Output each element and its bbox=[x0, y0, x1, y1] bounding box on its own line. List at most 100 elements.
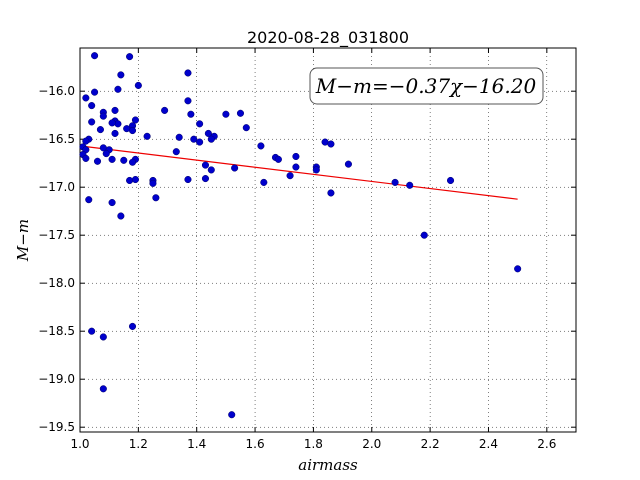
x-tick-label: 1.8 bbox=[304, 437, 323, 451]
data-point bbox=[82, 137, 90, 145]
data-point bbox=[312, 166, 320, 174]
plot-frame bbox=[79, 47, 577, 433]
data-point bbox=[207, 166, 215, 174]
y-tick-label: −16.5 bbox=[38, 132, 75, 146]
data-point bbox=[126, 53, 134, 61]
data-point bbox=[242, 124, 250, 132]
data-point bbox=[108, 119, 116, 127]
data-point bbox=[260, 178, 268, 186]
data-point bbox=[126, 176, 134, 185]
data-point bbox=[420, 231, 428, 239]
x-tick-label: 1.4 bbox=[187, 437, 206, 451]
data-point bbox=[187, 110, 195, 118]
data-point bbox=[131, 116, 139, 124]
data-point bbox=[161, 106, 169, 114]
y-tick-label: −17.5 bbox=[38, 228, 75, 242]
data-point bbox=[143, 132, 151, 140]
x-tick-label: 2.0 bbox=[362, 437, 381, 451]
data-point bbox=[134, 81, 142, 89]
data-point bbox=[292, 152, 300, 161]
data-point bbox=[446, 176, 455, 185]
data-point bbox=[114, 120, 122, 128]
annotation-text: M−m=−0.37χ−16.20 bbox=[315, 74, 537, 98]
data-point bbox=[117, 212, 125, 220]
data-point bbox=[286, 172, 294, 180]
y-tick-label: −18.0 bbox=[38, 276, 75, 290]
y-tick-label: −17.0 bbox=[38, 180, 75, 194]
data-point bbox=[102, 150, 110, 158]
x-tick-label: 2.4 bbox=[479, 437, 498, 451]
data-point bbox=[292, 163, 300, 171]
data-point bbox=[184, 69, 192, 77]
x-tick-label: 1.6 bbox=[246, 437, 265, 451]
data-point bbox=[117, 71, 125, 79]
data-point bbox=[514, 265, 522, 273]
data-point bbox=[236, 109, 245, 117]
data-point bbox=[128, 158, 137, 166]
data-point bbox=[91, 52, 99, 60]
data-point bbox=[201, 175, 210, 183]
fit-annotation: M−m=−0.37χ−16.20 bbox=[309, 67, 544, 105]
x-tick-label: 2.6 bbox=[537, 437, 556, 451]
fit-line bbox=[85, 146, 518, 200]
data-point bbox=[231, 164, 239, 172]
y-tick-label: −19.5 bbox=[38, 420, 75, 434]
chart-title: 2020-08-28_031800 bbox=[247, 28, 409, 48]
data-point bbox=[82, 94, 90, 102]
data-point bbox=[114, 85, 122, 93]
data-point bbox=[128, 322, 137, 330]
y-tick-label: −16.0 bbox=[38, 84, 75, 98]
data-point bbox=[99, 333, 107, 341]
data-points bbox=[79, 52, 522, 419]
data-point bbox=[131, 175, 139, 184]
data-point bbox=[175, 133, 183, 141]
data-point bbox=[274, 155, 282, 163]
data-point bbox=[93, 157, 102, 165]
data-point bbox=[111, 106, 119, 114]
data-point bbox=[149, 179, 157, 187]
data-point bbox=[88, 102, 96, 110]
data-point bbox=[196, 138, 204, 146]
data-point bbox=[91, 88, 99, 96]
data-point bbox=[327, 140, 335, 148]
data-point bbox=[406, 181, 414, 189]
data-point bbox=[327, 189, 335, 197]
data-point bbox=[196, 120, 204, 128]
data-point bbox=[99, 385, 107, 393]
x-tick-label: 2.2 bbox=[421, 437, 440, 451]
data-point bbox=[152, 194, 160, 202]
x-tick-label: 1.2 bbox=[129, 437, 148, 451]
data-point bbox=[96, 126, 104, 134]
grid bbox=[79, 48, 576, 432]
annotation-box bbox=[309, 67, 544, 105]
data-point bbox=[99, 112, 107, 120]
axis-ticks: 1.0 1.2 1.4 1.6 1.8 2.0 2.2 2.4 2.6 −16.0 −16.5 −17… bbox=[38, 48, 576, 451]
data-point bbox=[201, 161, 210, 169]
data-point bbox=[184, 175, 192, 184]
data-point bbox=[172, 148, 180, 156]
data-point bbox=[85, 196, 93, 204]
data-point bbox=[108, 155, 116, 163]
data-point bbox=[228, 411, 236, 419]
data-point bbox=[391, 178, 399, 186]
data-point bbox=[88, 327, 96, 335]
data-point bbox=[207, 135, 215, 143]
data-point bbox=[82, 154, 90, 162]
fit-line-group bbox=[85, 146, 518, 200]
y-tick-label: −18.5 bbox=[38, 324, 75, 338]
y-tick-label: −19.0 bbox=[38, 372, 75, 386]
y-axis-label: M−m bbox=[14, 219, 32, 262]
data-point bbox=[222, 110, 230, 118]
data-point bbox=[257, 142, 265, 150]
data-point bbox=[128, 127, 137, 135]
data-point bbox=[88, 118, 96, 126]
x-axis-label: airmass bbox=[298, 456, 358, 474]
data-point bbox=[190, 135, 198, 143]
data-point bbox=[108, 199, 116, 207]
data-point bbox=[204, 129, 212, 137]
x-tick-label: 1.0 bbox=[70, 437, 89, 451]
data-point bbox=[120, 156, 128, 164]
data-point bbox=[184, 97, 192, 105]
data-point bbox=[344, 160, 352, 168]
